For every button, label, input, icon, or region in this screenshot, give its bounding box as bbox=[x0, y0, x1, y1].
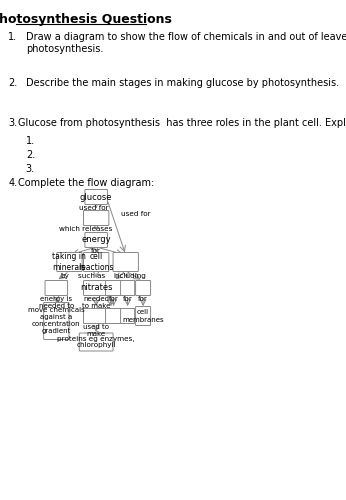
Text: Photosynthesis Questions: Photosynthesis Questions bbox=[0, 13, 172, 26]
FancyBboxPatch shape bbox=[106, 308, 121, 324]
Text: Complete the flow diagram:: Complete the flow diagram: bbox=[18, 178, 154, 188]
FancyBboxPatch shape bbox=[83, 280, 109, 295]
Text: used to
make: used to make bbox=[83, 324, 109, 337]
FancyBboxPatch shape bbox=[136, 280, 151, 295]
Text: cell
reactions: cell reactions bbox=[79, 252, 114, 272]
Text: which releases: which releases bbox=[59, 226, 112, 232]
Text: 1.: 1. bbox=[26, 136, 35, 146]
Text: such as: such as bbox=[78, 273, 105, 279]
Text: energy is
needed to: energy is needed to bbox=[39, 296, 74, 309]
Text: used for: used for bbox=[80, 205, 109, 211]
Text: 3.: 3. bbox=[26, 164, 35, 174]
Text: for: for bbox=[123, 296, 133, 302]
Text: 2.: 2. bbox=[26, 150, 35, 160]
FancyBboxPatch shape bbox=[85, 190, 108, 204]
Text: cell
membranes: cell membranes bbox=[122, 310, 164, 322]
Text: 1.: 1. bbox=[8, 32, 18, 42]
FancyBboxPatch shape bbox=[120, 280, 135, 295]
Text: Describe the main stages in making glucose by photosynthesis.: Describe the main stages in making gluco… bbox=[26, 78, 339, 88]
Text: 3.: 3. bbox=[8, 118, 18, 128]
FancyBboxPatch shape bbox=[79, 333, 113, 351]
FancyBboxPatch shape bbox=[106, 280, 121, 295]
Text: used for: used for bbox=[121, 211, 151, 217]
Text: 4.: 4. bbox=[8, 178, 18, 188]
FancyBboxPatch shape bbox=[85, 232, 108, 248]
FancyBboxPatch shape bbox=[120, 308, 135, 324]
Text: taking in
minerals: taking in minerals bbox=[53, 252, 86, 272]
FancyBboxPatch shape bbox=[83, 308, 109, 324]
Text: proteins eg enzymes,
chlorophyll: proteins eg enzymes, chlorophyll bbox=[57, 336, 135, 348]
Text: Draw a diagram to show the flow of chemicals in and out of leaves during
photosy: Draw a diagram to show the flow of chemi… bbox=[26, 32, 346, 54]
Text: for: for bbox=[109, 296, 118, 302]
Text: glucose: glucose bbox=[80, 192, 112, 202]
Text: move chemicals
against a
concentration
gradient: move chemicals against a concentration g… bbox=[28, 308, 85, 334]
FancyBboxPatch shape bbox=[83, 252, 109, 272]
Text: including: including bbox=[113, 273, 146, 279]
Text: for: for bbox=[91, 248, 101, 254]
Text: by: by bbox=[60, 273, 69, 279]
FancyBboxPatch shape bbox=[136, 306, 151, 326]
Text: energy: energy bbox=[81, 236, 111, 244]
Text: for: for bbox=[138, 296, 148, 302]
FancyBboxPatch shape bbox=[113, 252, 138, 272]
Text: Glucose from photosynthesis  has three roles in the plant cell. Explain what the: Glucose from photosynthesis has three ro… bbox=[18, 118, 346, 128]
FancyBboxPatch shape bbox=[44, 302, 69, 340]
Text: 2.: 2. bbox=[8, 78, 18, 88]
FancyBboxPatch shape bbox=[57, 252, 82, 272]
FancyBboxPatch shape bbox=[45, 280, 67, 295]
Text: needed
to make: needed to make bbox=[82, 296, 110, 309]
FancyBboxPatch shape bbox=[83, 210, 109, 226]
Text: nitrates: nitrates bbox=[80, 284, 112, 292]
